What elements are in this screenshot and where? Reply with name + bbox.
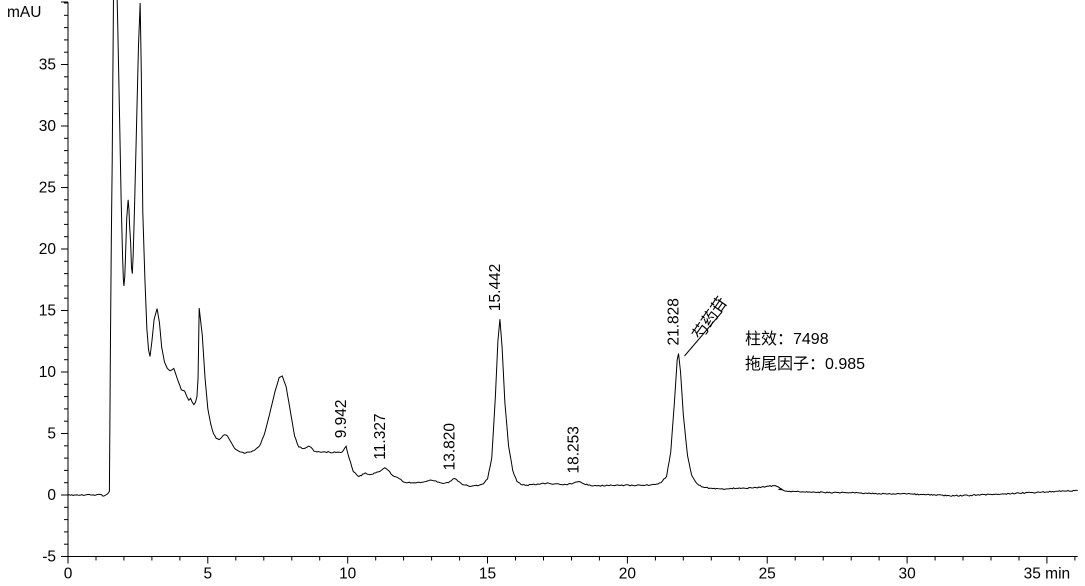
svg-text:10: 10 — [39, 364, 57, 381]
svg-text:20: 20 — [619, 566, 637, 583]
svg-text:mAU: mAU — [7, 4, 41, 21]
svg-text:30: 30 — [39, 118, 57, 135]
svg-text:0: 0 — [47, 487, 56, 504]
svg-text:10: 10 — [339, 566, 357, 583]
svg-text:13.820: 13.820 — [442, 423, 459, 471]
svg-text:25: 25 — [39, 180, 56, 197]
svg-text:0: 0 — [64, 566, 73, 583]
svg-text:-5: -5 — [42, 549, 56, 566]
svg-text:21.828: 21.828 — [666, 298, 683, 345]
svg-text:18.253: 18.253 — [566, 426, 583, 473]
svg-text:11.327: 11.327 — [372, 413, 389, 459]
svg-text:柱效：7498: 柱效：7498 — [745, 330, 829, 348]
svg-text:20: 20 — [39, 241, 57, 258]
svg-text:30: 30 — [898, 566, 916, 583]
svg-text:35: 35 — [39, 57, 56, 74]
svg-text:5: 5 — [47, 426, 56, 443]
svg-text:9.942: 9.942 — [333, 400, 350, 439]
svg-text:15: 15 — [479, 566, 496, 583]
svg-text:15: 15 — [39, 303, 56, 320]
svg-text:拖尾因子：0.985: 拖尾因子：0.985 — [745, 355, 865, 373]
svg-text:5: 5 — [203, 566, 212, 583]
svg-text:15.442: 15.442 — [487, 264, 504, 311]
svg-text:25: 25 — [759, 566, 776, 583]
svg-text:35 min: 35 min — [1024, 566, 1071, 583]
